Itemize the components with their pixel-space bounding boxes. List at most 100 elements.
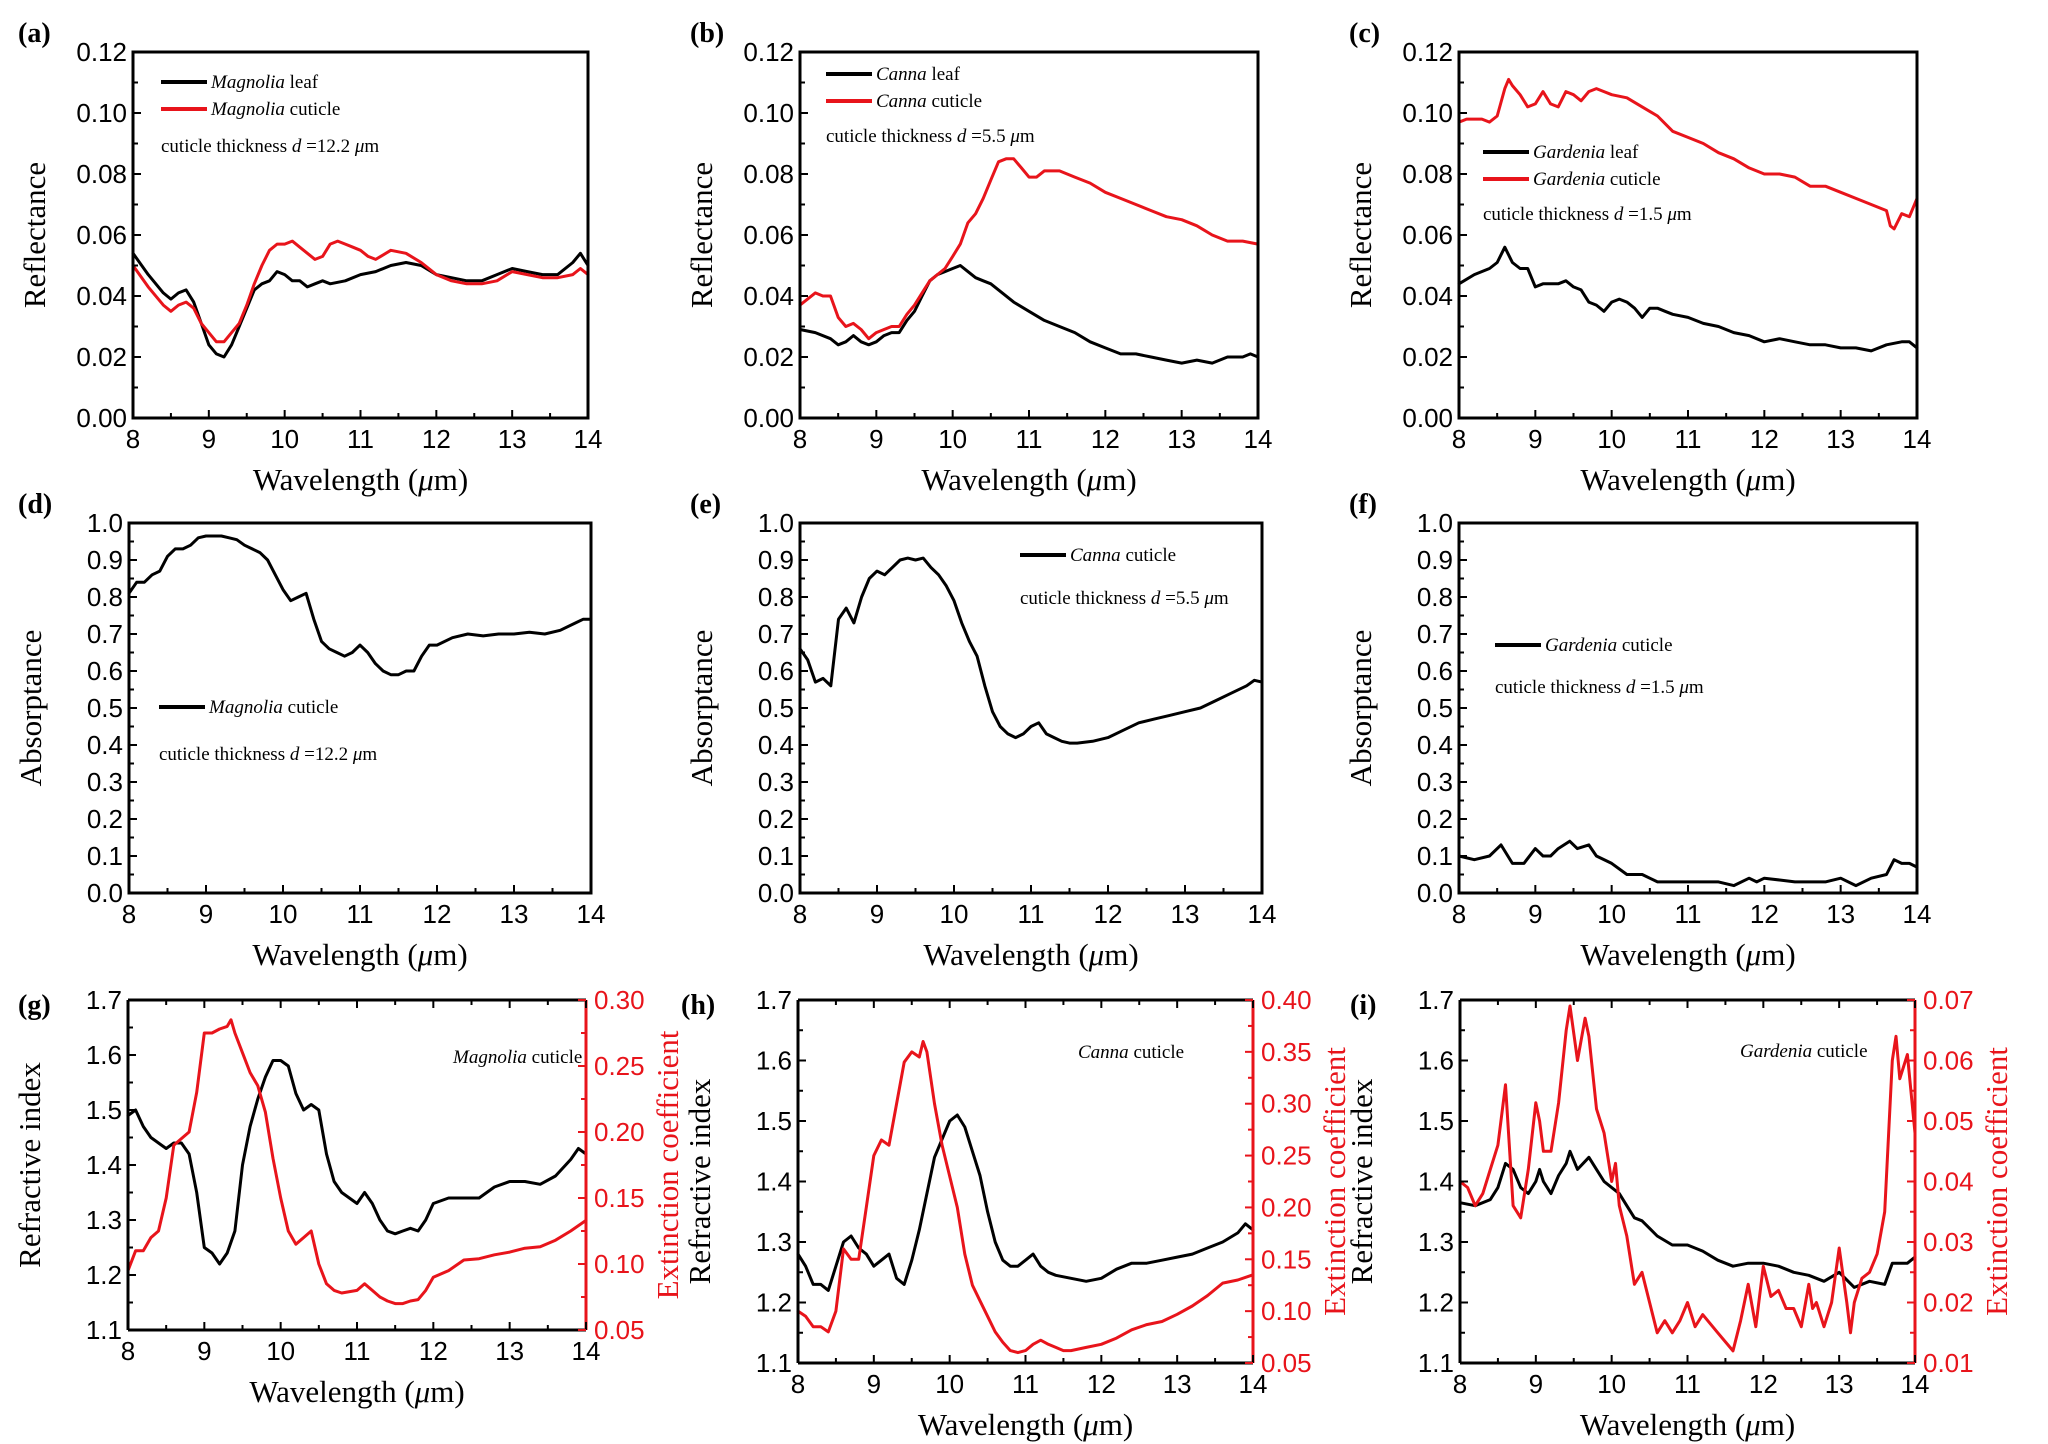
y-tick-label: 1.4 — [86, 1150, 122, 1180]
y-tick-label: 0.3 — [87, 767, 123, 797]
thickness-note: cuticle thickness d =12.2 μm — [161, 136, 379, 157]
legend: Canna leaf Canna cuticle cuticle thickness… — [826, 64, 1035, 147]
series-line-canna-cuticle — [798, 157, 1260, 341]
chart-panel-a: (a) 8 9 10 11 12 13 14 0.00 0.02 0.04 0.06 0.08 0.10 0… — [17, 18, 602, 497]
y-tick-label: 0.00 — [76, 403, 127, 433]
y-tick-label: 0.6 — [1417, 656, 1453, 686]
y2-tick-label: 0.01 — [1923, 1348, 1974, 1378]
x-tick-label: 13 — [1825, 1369, 1854, 1399]
x-tick-label: 8 — [122, 899, 136, 929]
annotation-label: Magnolia cuticle — [452, 1047, 582, 1068]
y-tick-label: 0.5 — [758, 693, 794, 723]
x-tick-label: 14 — [572, 1336, 601, 1366]
chart-panel-b: (b) 8 9 10 11 12 13 14 0.00 0.02 0.04 0.06 0.08 0.10 0… — [684, 18, 1272, 497]
y-tick-label: 0.4 — [87, 730, 123, 760]
legend: Gardenia leaf Gardenia cuticle cuticle thi… — [1483, 142, 1692, 225]
x-axis-title: Wavelength (μm) — [918, 1407, 1133, 1442]
y-tick-label: 0.08 — [1402, 159, 1453, 189]
y2-tick-label: 0.40 — [1261, 985, 1312, 1015]
chart-panel-g: (g) 8 9 10 11 12 13 14 1.1 1.2 1.3 1.4 1.5 1.6 1.7 0.05… — [12, 985, 685, 1409]
x-tick-label: 14 — [577, 899, 606, 929]
y-tick-label: 0.12 — [1402, 37, 1453, 67]
x-tick-label: 12 — [1750, 424, 1779, 454]
x-tick-label: 14 — [1239, 1369, 1268, 1399]
y-tick-label: 1.1 — [1418, 1348, 1454, 1378]
y-tick-label: 1.0 — [1417, 508, 1453, 538]
y-tick-label: 1.3 — [1418, 1227, 1454, 1257]
x-tick-label: 9 — [867, 1369, 881, 1399]
y-tick-label: 0.0 — [87, 878, 123, 908]
y-tick-label: 0.7 — [87, 619, 123, 649]
x-tick-label: 9 — [1528, 424, 1542, 454]
y2-tick-label: 0.30 — [1261, 1089, 1312, 1119]
legend-label: Magnolia cuticle — [208, 697, 338, 718]
series-line-magnolia-cuticle — [131, 239, 590, 344]
chart-panel-h: (h) 8 9 10 11 12 13 14 1.1 1.2 1.3 1.4 1.5 1.6 1.7 0.05… — [681, 985, 1352, 1442]
panel-label: (h) — [681, 990, 715, 1021]
series-line-extinction-coefficient — [1458, 1004, 1917, 1353]
x-axis-title: Wavelength (μm) — [252, 937, 467, 972]
x-tick-label: 12 — [1094, 899, 1123, 929]
y-tick-label: 1.5 — [1418, 1106, 1454, 1136]
chart-panel-c: (c) 8 9 10 11 12 13 14 0.00 0.02 0.04 0.06 0.08 0.10 0… — [1343, 18, 1931, 497]
y-tick-label: 0.12 — [76, 37, 127, 67]
y2-tick-label: 0.10 — [1261, 1296, 1312, 1326]
panel-label: (c) — [1349, 18, 1380, 49]
y-tick-label: 0.10 — [1402, 98, 1453, 128]
y2-tick-label: 0.07 — [1923, 985, 1974, 1015]
y-tick-label: 0.9 — [1417, 545, 1453, 575]
x-tick-label: 9 — [869, 424, 883, 454]
x-tick-label: 13 — [1826, 424, 1855, 454]
y2-tick-label: 0.06 — [1923, 1046, 1974, 1076]
y-tick-label: 0.00 — [1402, 403, 1453, 433]
y-tick-label: 0.4 — [758, 730, 794, 760]
y-tick-label: 0.5 — [1417, 693, 1453, 723]
y-tick-label: 0.3 — [758, 767, 794, 797]
series-line-extinction-coefficient — [126, 1018, 588, 1306]
y2-tick-label: 0.10 — [594, 1249, 645, 1279]
x-tick-label: 12 — [1749, 1369, 1778, 1399]
y2-tick-label: 0.30 — [594, 985, 645, 1015]
x-tick-label: 9 — [199, 899, 213, 929]
y-tick-label: 0.3 — [1417, 767, 1453, 797]
y-tick-label: 0.8 — [87, 582, 123, 612]
thickness-note: cuticle thickness d =1.5 μm — [1495, 677, 1704, 698]
y-tick-label: 1.4 — [1418, 1167, 1454, 1197]
x-tick-label: 12 — [1087, 1369, 1116, 1399]
x-tick-label: 9 — [202, 424, 216, 454]
series-line-gardenia-cuticle — [1457, 839, 1919, 888]
x-tick-label: 8 — [121, 1336, 135, 1366]
thickness-note: cuticle thickness d =12.2 μm — [159, 744, 377, 765]
y2-tick-label: 0.15 — [594, 1183, 645, 1213]
legend-label: Magnolia leaf — [210, 72, 319, 93]
x-tick-label: 11 — [1674, 1369, 1701, 1399]
y-tick-label: 0.04 — [743, 281, 794, 311]
y-tick-label: 0.7 — [758, 619, 794, 649]
y-tick-label: 0.9 — [758, 545, 794, 575]
x-tick-label: 12 — [419, 1336, 448, 1366]
x-tick-label: 13 — [498, 424, 527, 454]
x-tick-label: 8 — [793, 424, 807, 454]
x-tick-label: 14 — [1248, 899, 1277, 929]
thickness-note: cuticle thickness d =5.5 μm — [1020, 588, 1229, 609]
y-tick-label: 0.00 — [743, 403, 794, 433]
y-tick-label: 0.4 — [1417, 730, 1453, 760]
panel-label: (i) — [1350, 990, 1376, 1021]
series-line-refractive-index — [126, 1059, 588, 1266]
legend: Gardenia cuticle cuticle thickness d =1.5… — [1495, 635, 1704, 698]
x-tick-label: 12 — [422, 424, 451, 454]
y-tick-label: 0.1 — [87, 841, 123, 871]
y-tick-label: 1.3 — [756, 1227, 792, 1257]
series-line-gardenia-cuticle — [1457, 77, 1919, 231]
legend-label: Canna cuticle — [876, 91, 982, 112]
y2-axis-title: Extinction coefficient — [1317, 1047, 1352, 1316]
panel-label: (d) — [18, 489, 52, 520]
plot-frame — [1457, 521, 1919, 895]
legend-label: Gardenia leaf — [1533, 142, 1639, 163]
x-tick-label: 12 — [423, 899, 452, 929]
y-tick-label: 1.2 — [756, 1288, 792, 1318]
series-line-canna-leaf — [798, 264, 1260, 365]
legend-label: Magnolia cuticle — [210, 99, 340, 120]
x-tick-label: 13 — [1826, 899, 1855, 929]
y2-tick-label: 0.03 — [1923, 1227, 1974, 1257]
